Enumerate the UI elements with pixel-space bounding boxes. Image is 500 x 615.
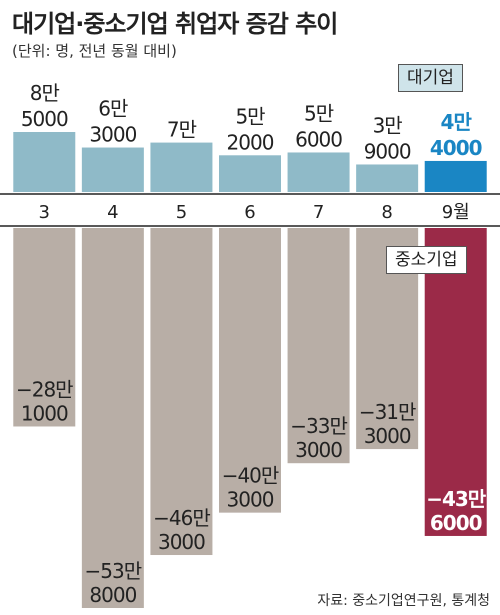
data-label-large-top-5: 3만 <box>373 113 403 137</box>
data-label-small-top-6: −43만 <box>426 487 487 511</box>
category-label-0: 3 <box>39 202 50 223</box>
bar-large-0 <box>13 132 76 192</box>
chart-title: 대기업·중소기업 취업자 증감 추이 <box>12 10 338 38</box>
data-label-large-bottom-6: 4000 <box>430 136 482 160</box>
data-label-small-bottom-6: 6000 <box>430 511 482 535</box>
category-label-2: 5 <box>176 202 187 223</box>
category-label-1: 4 <box>107 202 118 223</box>
chart-source: 자료: 중소기업연구원, 통계청 <box>317 593 490 609</box>
category-label-4: 7 <box>313 202 324 223</box>
data-label-large-top-1: 6만 <box>98 97 128 121</box>
data-label-small-top-0: −28만 <box>16 377 73 401</box>
data-label-large-top-0: 8만 <box>30 81 60 105</box>
data-label-small-bottom-5: 3000 <box>364 424 411 448</box>
bar-large-2 <box>150 142 213 192</box>
data-label-small-top-4: −33만 <box>290 414 347 438</box>
bar-large-1 <box>81 147 144 192</box>
category-label-6: 9월 <box>442 202 470 223</box>
data-label-large-top-6: 4만 <box>441 110 473 134</box>
data-label-small-bottom-2: 3000 <box>158 530 205 554</box>
data-label-large-top-2: 7만 <box>167 118 197 142</box>
bar-large-6 <box>424 160 487 192</box>
bar-small-6 <box>424 228 487 536</box>
data-label-small-top-2: −46만 <box>153 506 210 530</box>
bar-small-4 <box>287 228 350 464</box>
data-label-small-top-1: −53만 <box>85 559 142 583</box>
bar-small-2 <box>150 228 213 556</box>
data-label-large-bottom-5: 9000 <box>364 139 411 163</box>
data-label-large-bottom-3: 2000 <box>227 130 274 154</box>
legend-large-company: 대기업 <box>398 64 463 92</box>
data-label-large-top-3: 5만 <box>235 104 265 128</box>
bar-small-3 <box>219 228 281 513</box>
bar-large-5 <box>356 164 419 192</box>
data-label-small-top-3: −40만 <box>222 464 279 488</box>
bar-large-3 <box>219 155 281 192</box>
bar-small-0 <box>13 228 76 427</box>
bar-large-4 <box>287 152 350 192</box>
data-label-small-bottom-1: 8000 <box>89 583 136 607</box>
chart-unit-note: (단위: 명, 전년 동월 대비) <box>12 42 177 60</box>
data-label-small-bottom-3: 3000 <box>227 488 274 512</box>
legend-small-company: 중소기업 <box>386 246 467 274</box>
data-label-small-bottom-4: 3000 <box>295 438 342 462</box>
data-label-large-top-4: 5만 <box>304 101 334 125</box>
data-label-large-bottom-0: 5000 <box>21 107 68 131</box>
data-label-large-bottom-1: 3000 <box>89 123 136 147</box>
data-label-small-bottom-0: 1000 <box>21 401 68 425</box>
category-label-3: 6 <box>244 202 255 223</box>
data-label-large-bottom-4: 6000 <box>295 127 342 151</box>
category-label-5: 8 <box>381 202 392 223</box>
bar-small-1 <box>81 228 144 608</box>
data-label-small-top-5: −31만 <box>359 400 416 424</box>
